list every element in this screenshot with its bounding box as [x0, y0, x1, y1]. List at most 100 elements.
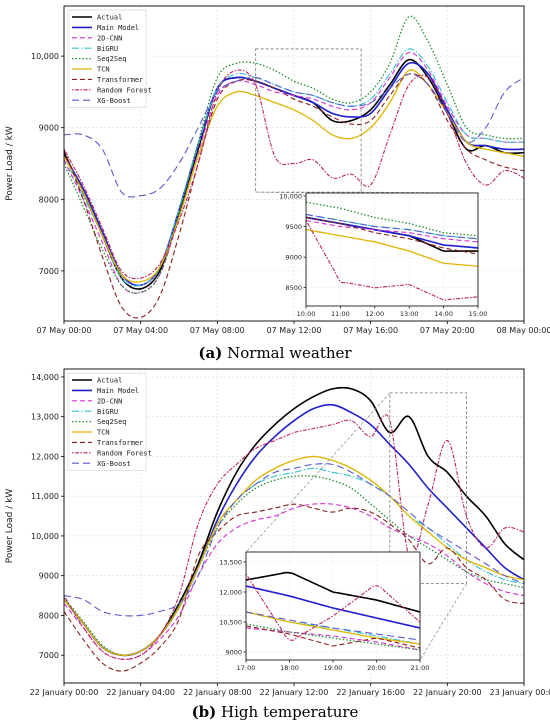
x-tick-label: 22 January 20:00 — [413, 688, 482, 697]
inset-x-tick-label: 13:00 — [400, 310, 419, 318]
inset-y-tick-label: 8500 — [285, 284, 302, 292]
zoom-connector — [245, 392, 391, 553]
inset-x-tick-label: 18:00 — [280, 664, 299, 672]
legend-label: BiGRU — [97, 408, 118, 416]
inset-series-line-seq2seq — [306, 201, 478, 237]
x-tick-label: 22 January 16:00 — [336, 688, 405, 697]
y-tick-label: 10,000 — [31, 52, 59, 61]
legend-label: TCN — [97, 429, 110, 437]
y-tick-label: 14,000 — [31, 373, 59, 382]
inset-series-line-actual — [246, 571, 420, 613]
legend-box — [67, 9, 147, 108]
legend-label: Transformer — [97, 439, 143, 447]
x-tick-label: 22 January 08:00 — [183, 688, 252, 697]
x-tick-label: 07 May 16:00 — [343, 326, 398, 335]
x-tick-label: 22 January 12:00 — [260, 688, 329, 697]
inset-y-tick-label: 9500 — [285, 223, 302, 231]
series-line-transformer — [64, 503, 524, 672]
y-tick-label: 7000 — [39, 651, 59, 660]
legend-box — [67, 372, 147, 471]
y-axis-label: Power Load / kW — [5, 126, 15, 201]
series-line-transformer — [64, 73, 524, 319]
x-tick-label: 07 May 00:00 — [37, 326, 92, 335]
legend: Actual Main Model 2D-CNN BiGRU Seq2Seq TCN Tra… — [67, 9, 152, 108]
inset-series-line-tcn — [306, 229, 478, 267]
inset-series-line-main-model — [246, 585, 420, 629]
y-tick-label: 7000 — [39, 267, 59, 276]
inset-plot: 17:00 18:00 19:00 20:00 21:00 9000 10,500 12,00… — [219, 551, 430, 672]
inset-y-tick-label: 9000 — [225, 649, 242, 657]
inset-series-line-random-forest — [306, 220, 478, 301]
series-line-xg-boost — [64, 73, 524, 198]
series-line-2d-cnn — [64, 503, 524, 660]
inset-series-line-seq2seq — [246, 623, 420, 651]
inset-y-tick-label: 10,000 — [279, 193, 302, 201]
zoom-connector — [419, 583, 467, 661]
series-line-xg-boost — [64, 463, 524, 617]
series-line-2d-cnn — [64, 51, 524, 294]
inset-x-tick-label: 17:00 — [237, 664, 256, 672]
chart-panel-b: 22 January 00:00 22 January 04:00 22 Janua… — [5, 368, 550, 721]
legend: Actual Main Model 2D-CNN BiGRU Seq2Seq TCN Tra… — [67, 372, 152, 471]
x-tick-label: 07 May 20:00 — [420, 326, 475, 335]
inset-series-line-tcn — [246, 611, 420, 645]
inset-y-tick-label: 10,500 — [219, 619, 242, 627]
legend-label: TCN — [97, 66, 110, 74]
legend-label: BiGRU — [97, 45, 118, 53]
y-tick-label: 12,000 — [31, 452, 59, 461]
caption-text: High temperature — [216, 703, 358, 721]
zoom-region — [389, 392, 467, 585]
inset-series-line-2d-cnn — [306, 219, 478, 243]
x-tick-label: 22 January 04:00 — [106, 688, 175, 697]
y-tick-label: 13,000 — [31, 413, 59, 422]
chart-panel-a: 07 May 00:00 07 May 04:00 07 May 08:00 07 M… — [5, 5, 550, 362]
inset-x-tick-label: 19:00 — [324, 664, 343, 672]
y-tick-label: 8000 — [39, 611, 59, 620]
inset-x-tick-label: 14:00 — [434, 310, 453, 318]
y-tick-label: 8000 — [39, 195, 59, 204]
legend-label: Actual — [97, 377, 122, 385]
inset-y-tick-label: 9000 — [285, 254, 302, 262]
legend-label: Actual — [97, 14, 122, 22]
inset-y-tick-label: 13,500 — [219, 559, 242, 567]
legend-label: 2D-CNN — [97, 397, 122, 405]
inset-series-line-xg-boost — [246, 611, 420, 641]
inset-series-line-transformer — [246, 625, 420, 649]
legend-label: Seq2Seq — [97, 55, 127, 63]
y-tick-label: 10,000 — [31, 532, 59, 541]
x-tick-label: 07 May 04:00 — [113, 326, 168, 335]
caption-letter: (b) — [192, 703, 217, 721]
zoom-region — [255, 48, 362, 193]
inset-y-tick-label: 12,000 — [219, 589, 242, 597]
legend-label: Random Forest — [97, 449, 152, 457]
inset-frame — [305, 192, 479, 307]
inset-plot: 10:00 11:00 12:00 13:00 14:00 15:00 8500 9000 95… — [279, 193, 487, 318]
x-tick-label: 22 January 00:00 — [30, 688, 99, 697]
inset-x-tick-label: 12:00 — [365, 310, 384, 318]
legend-label: 2D-CNN — [97, 34, 122, 42]
inset-x-tick-label: 20:00 — [367, 664, 386, 672]
inset-x-tick-label: 11:00 — [331, 310, 350, 318]
inset-series-line-xg-boost — [306, 213, 478, 240]
x-tick-label: 23 January 00:00 — [490, 688, 550, 697]
panel-caption: (a) Normal weather — [198, 344, 352, 362]
inset-series-line-random-forest — [246, 573, 420, 641]
inset-x-tick-label: 10:00 — [297, 310, 316, 318]
series-line-random-forest — [64, 414, 524, 660]
series-line-bigru — [64, 48, 524, 287]
inset-x-tick-label: 21:00 — [411, 664, 430, 672]
x-tick-label: 07 May 12:00 — [267, 326, 322, 335]
legend-label: Seq2Seq — [97, 418, 127, 426]
legend-label: Main Model — [97, 387, 139, 395]
inset-series-line-2d-cnn — [246, 627, 420, 651]
inset-series-line-bigru — [306, 213, 478, 240]
y-tick-label: 9000 — [39, 124, 59, 133]
y-tick-label: 11,000 — [31, 492, 59, 501]
legend-label: XG-Boost — [97, 460, 131, 468]
legend-label: XG-Boost — [97, 97, 131, 105]
caption-letter: (a) — [198, 344, 222, 362]
series-line-seq2seq — [64, 15, 524, 294]
inset-series-line-main-model — [306, 216, 478, 249]
